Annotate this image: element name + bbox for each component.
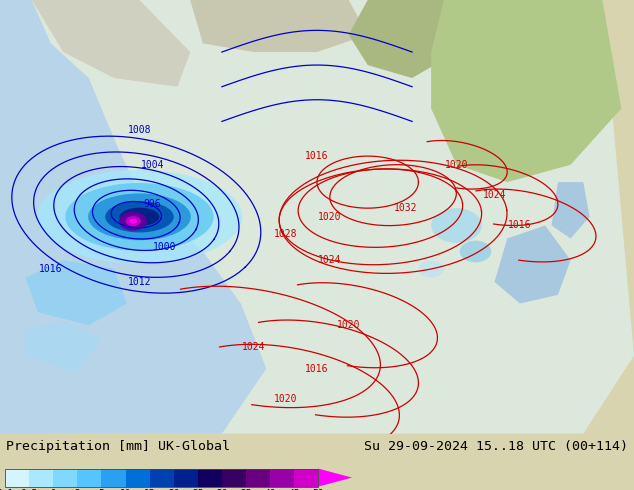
Bar [77, 468, 101, 487]
Text: 1024: 1024 [482, 190, 507, 200]
Text: 35: 35 [240, 489, 252, 490]
Bar [150, 468, 174, 487]
Bar [270, 468, 294, 487]
Text: 1020: 1020 [273, 394, 297, 404]
Bar [29, 468, 53, 487]
Text: 1016: 1016 [305, 364, 329, 373]
Polygon shape [552, 182, 590, 239]
Bar [53, 468, 77, 487]
Circle shape [119, 212, 147, 231]
Text: 1024: 1024 [242, 342, 266, 352]
Bar [5, 468, 29, 487]
Text: 996: 996 [143, 199, 161, 209]
Polygon shape [0, 356, 51, 434]
Bar [126, 468, 150, 487]
Text: 15: 15 [144, 489, 155, 490]
Polygon shape [25, 321, 101, 373]
Text: 5: 5 [98, 489, 105, 490]
Polygon shape [25, 260, 127, 325]
Polygon shape [0, 0, 634, 434]
Text: 2: 2 [74, 489, 81, 490]
Text: Precipitation [mm] UK-Global: Precipitation [mm] UK-Global [6, 441, 230, 453]
Bar [294, 468, 318, 487]
Text: 1012: 1012 [127, 277, 152, 287]
Text: 1032: 1032 [394, 203, 418, 213]
Ellipse shape [88, 194, 191, 240]
Polygon shape [495, 225, 571, 304]
Text: 1016: 1016 [508, 220, 532, 230]
Text: 1020: 1020 [444, 160, 469, 170]
Bar [174, 468, 198, 487]
Circle shape [460, 241, 491, 262]
Bar [222, 468, 246, 487]
Text: 1028: 1028 [273, 229, 297, 239]
Text: 1024: 1024 [318, 255, 342, 265]
Text: 1016: 1016 [39, 264, 63, 274]
Bar [101, 468, 126, 487]
Polygon shape [0, 0, 266, 434]
Text: 25: 25 [192, 489, 204, 490]
Text: 1008: 1008 [127, 125, 152, 135]
Ellipse shape [65, 183, 214, 251]
Text: 1016: 1016 [305, 151, 329, 161]
Polygon shape [190, 0, 368, 52]
Bar [5, 468, 318, 487]
Bar [246, 468, 270, 487]
Circle shape [126, 216, 141, 226]
Text: 45: 45 [288, 489, 300, 490]
Ellipse shape [119, 208, 160, 226]
Ellipse shape [37, 170, 242, 264]
Circle shape [431, 208, 482, 243]
Circle shape [418, 260, 444, 277]
Polygon shape [349, 0, 456, 78]
Circle shape [129, 219, 137, 224]
Polygon shape [431, 0, 621, 182]
Text: 30: 30 [216, 489, 228, 490]
Polygon shape [32, 0, 190, 87]
Text: 50: 50 [313, 489, 324, 490]
Text: 40: 40 [264, 489, 276, 490]
Text: 1000: 1000 [153, 242, 177, 252]
Text: 20: 20 [168, 489, 179, 490]
Text: 1020: 1020 [318, 212, 342, 222]
Text: 1020: 1020 [337, 320, 361, 330]
Text: 0.5: 0.5 [20, 489, 38, 490]
Text: Su 29-09-2024 15..18 UTC (00+114): Su 29-09-2024 15..18 UTC (00+114) [364, 441, 628, 453]
Text: 10: 10 [120, 489, 131, 490]
Ellipse shape [105, 201, 174, 232]
Bar [198, 468, 222, 487]
Text: 1004: 1004 [140, 160, 164, 170]
Polygon shape [318, 468, 352, 487]
Text: 1: 1 [50, 489, 56, 490]
Text: 0.1: 0.1 [0, 489, 14, 490]
